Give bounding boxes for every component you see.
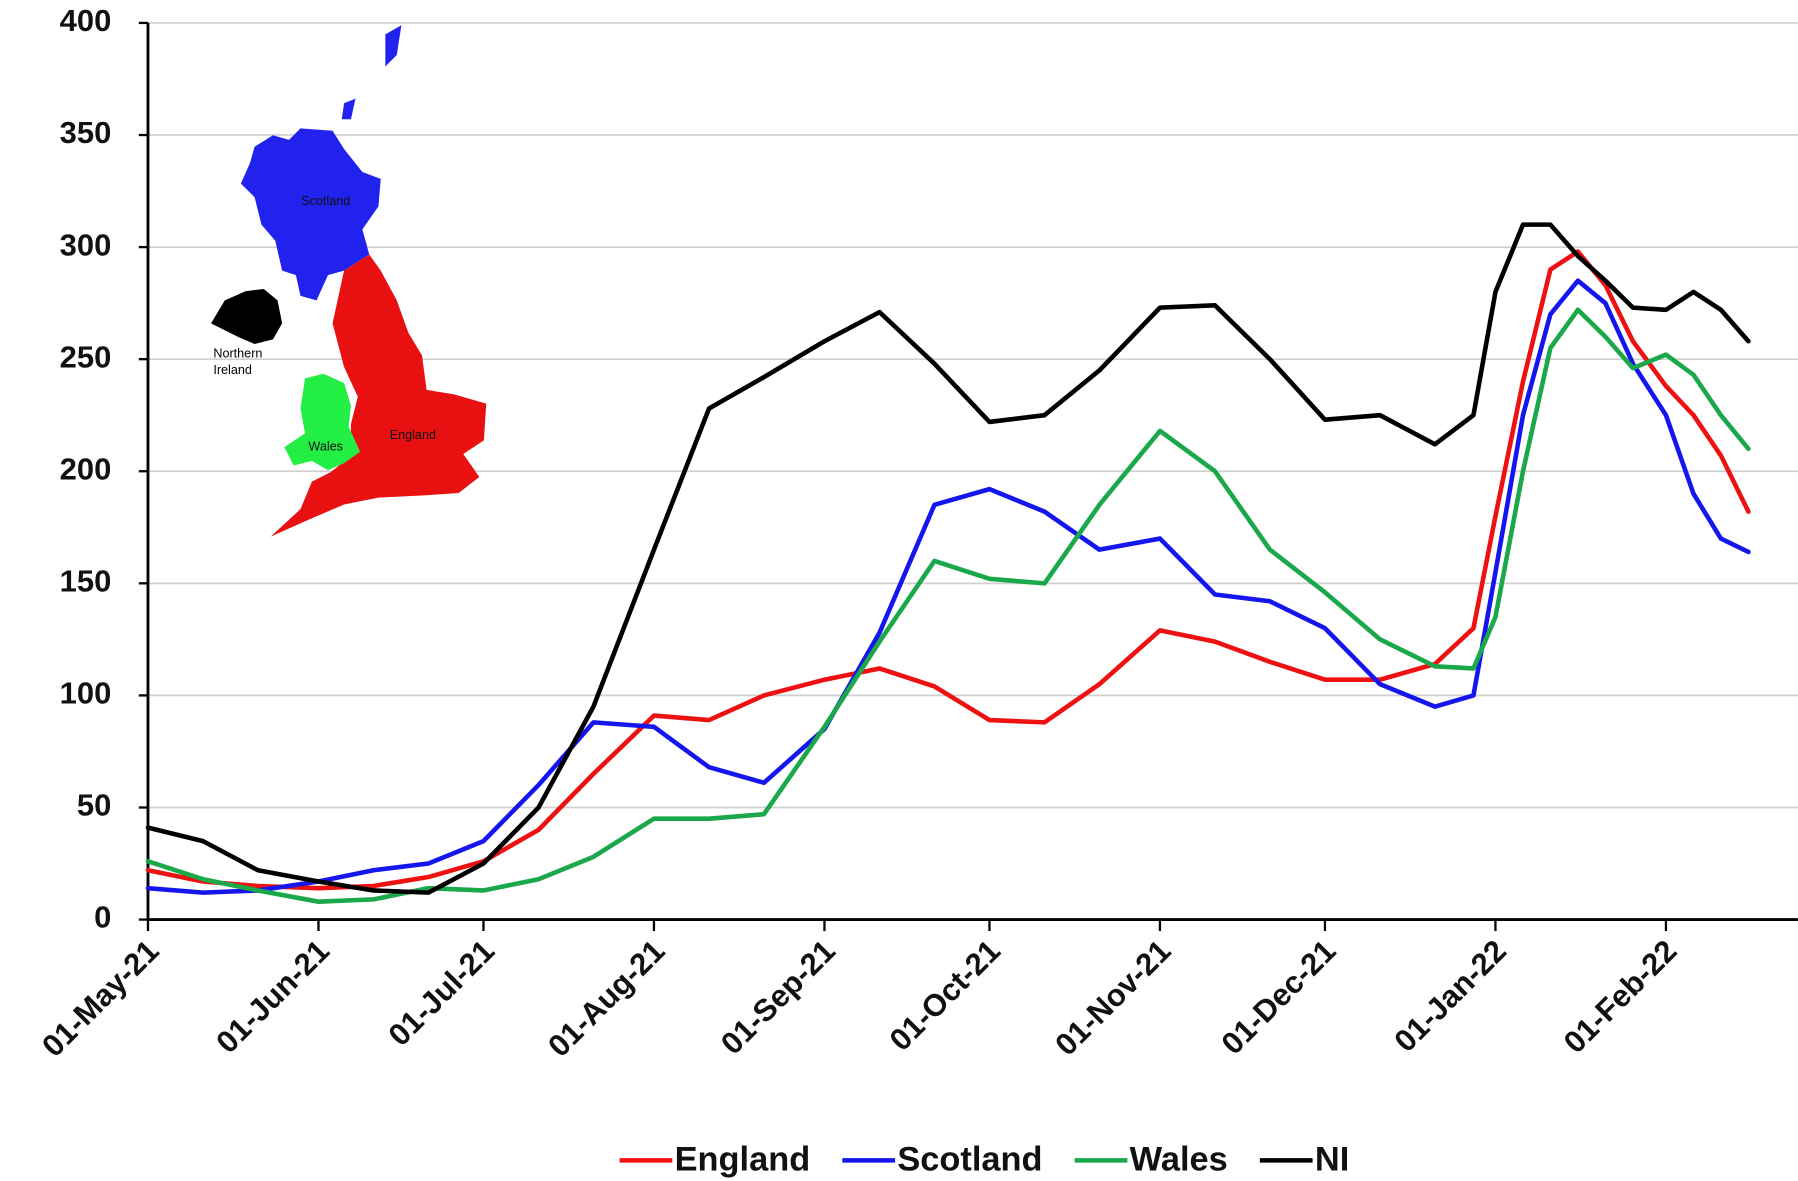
legend-label: Wales xyxy=(1130,1141,1228,1179)
series-line xyxy=(145,307,1751,904)
y-tick-label: 300 xyxy=(60,227,112,262)
x-tick-label: 01-Sep-21 xyxy=(714,933,842,1061)
series-line xyxy=(145,278,1751,895)
legend: England Scotland Wales NI xyxy=(619,1141,1349,1179)
ni-shape xyxy=(211,288,283,344)
scotland-shape xyxy=(240,25,402,301)
legend-label: England xyxy=(675,1141,811,1179)
y-tick-label: 0 xyxy=(94,900,111,935)
y-tick-label: 250 xyxy=(60,339,112,374)
map-label: Northern Ireland xyxy=(213,347,263,378)
x-tick-label: 01-Oct-21 xyxy=(883,933,1007,1057)
x-tick-label: 01-Jun-21 xyxy=(209,933,336,1060)
map-label-box: Northern Ireland xyxy=(213,347,263,378)
map-label: England xyxy=(390,428,436,442)
map-label: Scotland xyxy=(301,194,350,208)
y-tick-label: 400 xyxy=(60,3,112,38)
legend-label: Scotland xyxy=(897,1141,1042,1179)
x-tick-label: 01-Aug-21 xyxy=(541,933,672,1064)
england-shape xyxy=(270,254,487,537)
x-tick-label: 01-Jan-22 xyxy=(1387,933,1513,1059)
x-tick-label: 01-Feb-22 xyxy=(1557,933,1684,1060)
x-tick-label: 01-Jul-21 xyxy=(381,933,501,1053)
y-tick-label: 150 xyxy=(60,564,112,599)
series-line xyxy=(145,222,1751,895)
x-tick-label: 01-Dec-21 xyxy=(1214,933,1342,1061)
legend-label: NI xyxy=(1315,1141,1349,1179)
wales-shape xyxy=(284,373,361,471)
x-tick-label: 01-May-21 xyxy=(35,933,166,1064)
uk-map: Scotland Northern Ireland Wales England xyxy=(211,25,487,537)
x-tick-label: 01-Nov-21 xyxy=(1048,933,1177,1062)
y-tick-label: 100 xyxy=(60,676,112,711)
y-tick-label: 50 xyxy=(77,788,111,823)
y-tick-label: 200 xyxy=(60,451,112,486)
y-tick-label: 350 xyxy=(60,115,112,150)
map-label: Wales xyxy=(308,440,343,454)
